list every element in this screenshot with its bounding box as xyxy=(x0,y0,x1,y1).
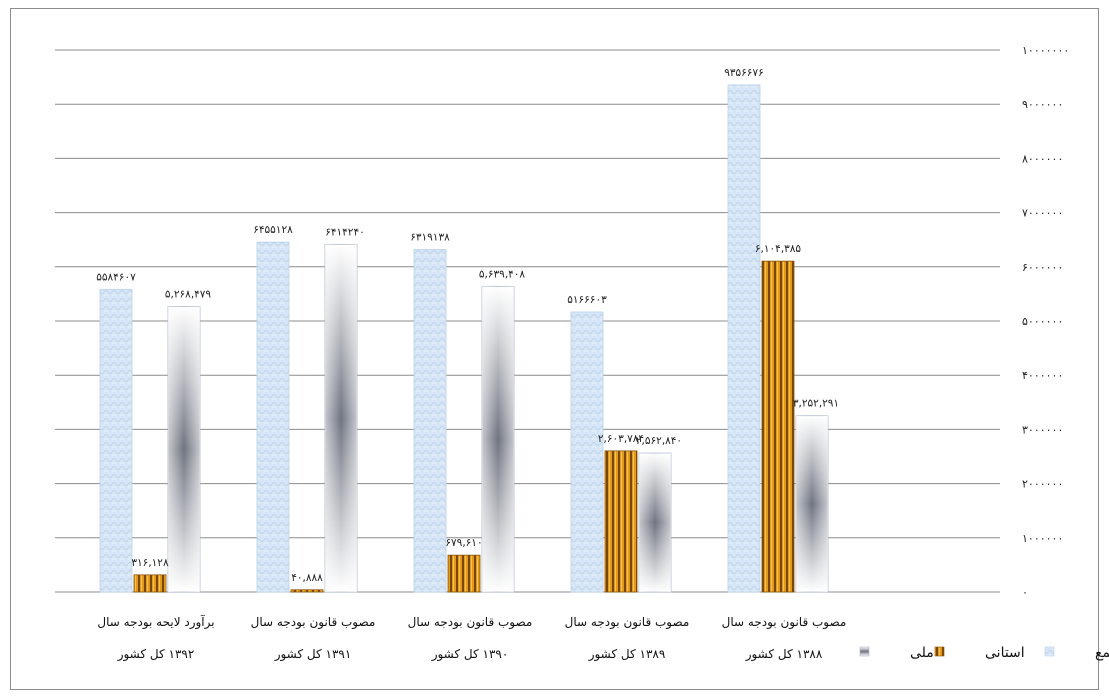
legend: جمع استانی ملی xyxy=(859,645,1109,661)
y-tick-label: ۹۰۰۰۰۰۰ xyxy=(1022,98,1063,111)
category-label-line2: ۱۳۹۱ کل کشور xyxy=(274,647,352,662)
category-label-line1: مصوب قانون بودجه سال xyxy=(565,615,690,630)
category-label-line1: مصوب قانون بودجه سال xyxy=(408,615,533,630)
category-label-line2: ۱۳۹۰ کل کشور xyxy=(431,647,509,662)
data-label: ۶۷۹,۶۱۰ xyxy=(445,537,482,549)
bar-total xyxy=(727,84,761,593)
data-label: ۵,۲۶۸,۴۷۹ xyxy=(165,288,212,300)
data-label: ۶۴۱۴۲۴۰ xyxy=(325,226,364,238)
data-label: ۶۳۱۹۱۳۸ xyxy=(410,232,450,244)
bar-provincial xyxy=(761,260,795,593)
y-tick-label: ۲۰۰۰۰۰۰ xyxy=(1022,478,1063,491)
data-label: ۵۵۸۴۶۰۷ xyxy=(96,271,136,283)
data-label: ۲,۶۰۳,۷۸۴ xyxy=(598,433,644,445)
bar-provincial xyxy=(133,574,167,593)
y-tick-label: ۴۰۰۰۰۰۰ xyxy=(1022,369,1063,382)
data-label: ۶,۱۰۴,۳۸۵ xyxy=(755,243,802,255)
category-label-line2: ۱۳۸۸ کل کشور xyxy=(745,647,823,662)
bar-provincial xyxy=(604,450,638,593)
data-label: ۲,۵۶۲,۸۴۰ xyxy=(636,435,682,447)
data-label: ۴۰,۸۸۸ xyxy=(291,572,323,584)
category-label-line2: ۱۳۹۲ کل کشور xyxy=(117,647,195,662)
category-labels: مصوب قانون بودجه سال ۱۳۸۸ کل کشور مصوب قان… xyxy=(97,614,846,662)
y-axis-ticks: ۰ ۱۰۰۰۰۰۰ ۲۰۰۰۰۰۰ ۳۰۰۰۰۰۰ ۴۰۰۰۰۰۰ ۵۰۰۰۰۰۰ ۶۰۰۰… xyxy=(1022,44,1069,599)
legend-label: ملی xyxy=(910,645,934,661)
y-tick-label: ۳۰۰۰۰۰۰ xyxy=(1022,423,1063,436)
category-label-line2: ۱۳۸۹ کل کشور xyxy=(588,647,666,662)
y-tick-label: ۸۰۰۰۰۰۰ xyxy=(1022,152,1063,165)
bar-total xyxy=(570,311,604,593)
category-label-line1: برآورد لایحه بودجه سال xyxy=(97,614,214,630)
category-label-line1: مصوب قانون بودجه سال xyxy=(251,615,376,630)
bar-provincial xyxy=(447,554,481,593)
data-labels: ۹۳۵۶۶۷۶ ۶,۱۰۴,۳۸۵ ۳,۲۵۲,۲۹۱ ۵۱۶۶۶۰۳ ۲,۶۰۳,۷۸… xyxy=(96,67,839,584)
bar-total xyxy=(99,288,133,593)
bar-national-sheen xyxy=(796,415,828,592)
legend-swatch-total xyxy=(1044,646,1055,657)
y-tick-label: ۵۰۰۰۰۰۰ xyxy=(1022,315,1063,328)
y-tick-label: ۱۰۰۰۰۰۰ xyxy=(1022,532,1063,545)
gridlines xyxy=(55,49,1000,593)
bar-total xyxy=(413,249,447,593)
y-tick-label: ۰ xyxy=(1022,586,1028,599)
bar-total xyxy=(256,241,290,593)
y-tick-label: ۷۰۰۰۰۰۰ xyxy=(1022,207,1063,220)
bar-national-sheen xyxy=(168,306,200,592)
category-label-line1: مصوب قانون بودجه سال xyxy=(722,615,847,630)
legend-swatch-national xyxy=(859,646,870,657)
data-label: ۵,۶۳۹,۴۰۸ xyxy=(479,268,526,280)
bar-national-sheen xyxy=(639,453,671,592)
data-label: ۹۳۵۶۶۷۶ xyxy=(724,67,763,79)
legend-label: استانی xyxy=(985,645,1025,661)
legend-swatch-provincial xyxy=(934,646,945,657)
y-tick-label: ۶۰۰۰۰۰۰ xyxy=(1022,261,1063,274)
data-label: ۳,۲۵۲,۲۹۱ xyxy=(793,398,839,410)
bars xyxy=(99,84,829,593)
data-label: ۶۴۵۵۱۲۸ xyxy=(253,224,293,236)
bar-national-sheen xyxy=(482,286,514,592)
y-tick-label: ۱۰۰۰۰۰۰۰ xyxy=(1022,44,1069,57)
data-label: ۵۱۶۶۶۰۳ xyxy=(567,294,607,306)
legend-label: جمع xyxy=(1095,645,1109,661)
bar-provincial xyxy=(290,589,324,593)
data-label: ۳۱۶,۱۲۸ xyxy=(131,557,169,569)
bar-national-sheen xyxy=(325,244,357,592)
